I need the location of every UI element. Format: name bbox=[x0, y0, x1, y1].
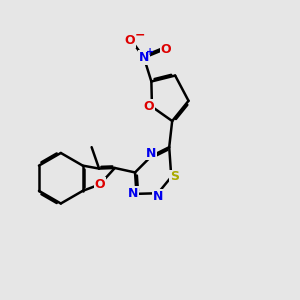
Text: −: − bbox=[134, 28, 145, 42]
Text: N: N bbox=[128, 187, 138, 200]
Text: O: O bbox=[160, 43, 171, 56]
Text: N: N bbox=[139, 51, 149, 64]
Text: +: + bbox=[146, 47, 154, 57]
Text: O: O bbox=[143, 100, 154, 113]
Text: N: N bbox=[153, 190, 163, 203]
Text: N: N bbox=[146, 147, 157, 160]
Text: O: O bbox=[124, 34, 135, 47]
Text: O: O bbox=[94, 178, 105, 191]
Text: S: S bbox=[170, 170, 179, 183]
